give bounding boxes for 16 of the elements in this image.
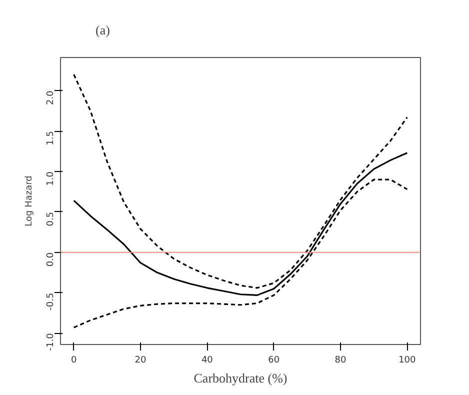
x-tick-label: 60 [268,356,280,366]
x-axis-title: Carbohydrate (%) [194,370,288,386]
x-tick-label: 40 [201,356,214,366]
y-axis-title: Log Hazard [24,176,34,226]
chart-title: (a) [96,22,110,38]
y-tick-label: 1.5 [46,131,56,146]
x-tick-label: 0 [70,356,77,366]
y-tick-label: 0.0 [46,252,56,267]
x-tick-label: 80 [334,356,346,366]
y-tick-label: 2.0 [46,90,56,105]
y-tick-label: -1.0 [46,332,56,351]
x-tick-label: 20 [134,356,146,366]
y-tick-label: 1.0 [46,171,56,186]
y-tick-label: -0.5 [46,292,56,310]
y-tick-label: 0.5 [46,212,56,226]
x-tick-label: 100 [398,356,416,366]
